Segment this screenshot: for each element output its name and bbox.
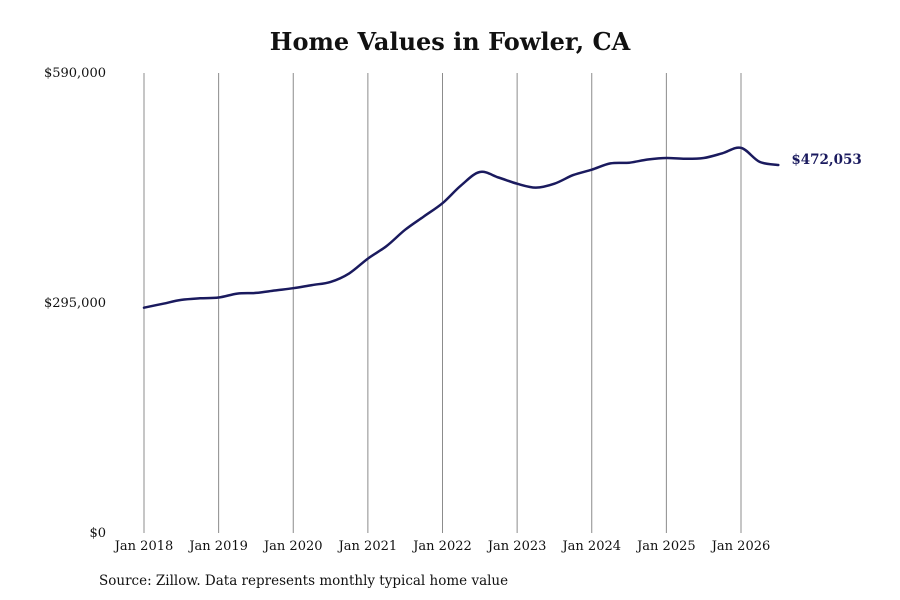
- gridlines: [143, 73, 742, 533]
- y-axis: $590,000 $295,000 $0: [44, 66, 106, 541]
- x-tick-label: Jan 2026: [710, 539, 771, 554]
- x-tick-label: Jan 2018: [113, 539, 174, 554]
- chart-title: Home Values in Fowler, CA: [269, 27, 631, 56]
- x-tick-label: Jan 2021: [337, 539, 398, 554]
- y-tick-label: $590,000: [44, 66, 106, 81]
- x-tick-label: Jan 2023: [486, 539, 547, 554]
- x-tick-label: Jan 2020: [262, 539, 323, 554]
- y-tick-label: $295,000: [44, 296, 106, 311]
- y-tick-label: $0: [89, 526, 106, 541]
- source-note: Source: Zillow. Data represents monthly …: [99, 573, 509, 589]
- x-tick-label: Jan 2024: [560, 539, 621, 554]
- x-tick-label: Jan 2019: [187, 539, 248, 554]
- x-tick-label: Jan 2022: [411, 539, 472, 554]
- x-axis: Jan 2018 Jan 2019 Jan 2020 Jan 2021 Jan 2022…: [113, 539, 771, 554]
- x-tick-label: Jan 2025: [635, 539, 696, 554]
- end-value-label: $472,053: [791, 152, 861, 168]
- series-line: [142, 146, 780, 309]
